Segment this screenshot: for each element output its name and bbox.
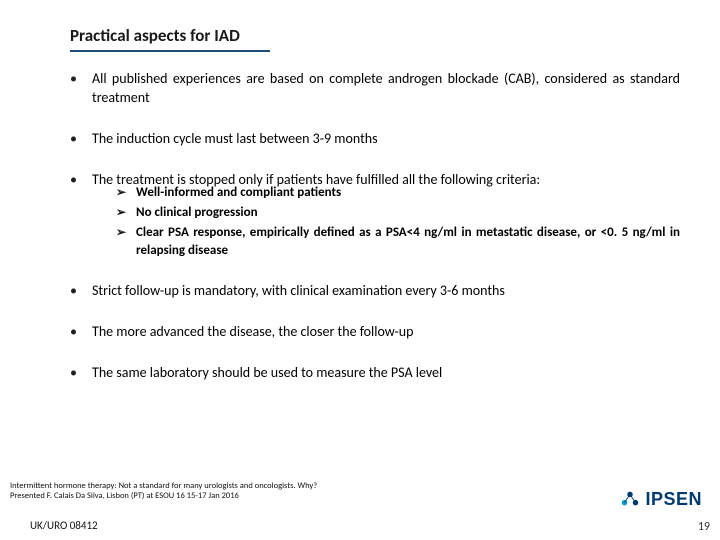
slide-title: Practical aspects for IAD <box>70 25 240 46</box>
bullet-text: Strict follow-up is mandatory, with clin… <box>92 282 680 301</box>
arrow-icon <box>116 184 136 202</box>
bullet-text: The same laboratory should be used to me… <box>92 364 680 383</box>
bullet-item: The induction cycle must last between 3-… <box>70 130 680 149</box>
sub-item: Clear PSA response, empirically defined … <box>116 224 680 260</box>
bullet-dot-icon <box>70 171 92 190</box>
company-logo: IPSEN <box>619 488 702 510</box>
content-area: All published experiences are based on c… <box>70 70 680 405</box>
bullet-text: The induction cycle must last between 3-… <box>92 130 680 149</box>
sub-item: Well-informed and compliant patients <box>116 184 680 202</box>
bullet-dot-icon <box>70 282 92 301</box>
sub-list: Well-informed and compliant patients No … <box>116 184 680 261</box>
bullet-dot-icon <box>70 323 92 342</box>
page-number: 19 <box>698 520 710 534</box>
bullet-text: All published experiences are based on c… <box>92 70 680 108</box>
sub-text: No clinical progression <box>136 204 680 222</box>
footer-citation: Intermittent hormone therapy: Not a stan… <box>10 481 317 502</box>
title-underline <box>70 50 270 52</box>
bullet-item: Strict follow-up is mandatory, with clin… <box>70 282 680 301</box>
bullet-dot-icon <box>70 364 92 383</box>
sub-text: Well-informed and compliant patients <box>136 184 680 202</box>
footer-line: Presented F. Calais Da Silva, Lisbon (PT… <box>10 491 317 502</box>
arrow-icon <box>116 204 136 222</box>
logo-text: IPSEN <box>645 489 702 510</box>
bullet-item: The more advanced the disease, the close… <box>70 323 680 342</box>
bullet-text: The more advanced the disease, the close… <box>92 323 680 342</box>
bullet-dot-icon <box>70 70 92 108</box>
bullet-item: All published experiences are based on c… <box>70 70 680 108</box>
bullet-item: The same laboratory should be used to me… <box>70 364 680 383</box>
arrow-icon <box>116 224 136 260</box>
sub-item: No clinical progression <box>116 204 680 222</box>
footer-line: Intermittent hormone therapy: Not a stan… <box>10 481 317 492</box>
sub-text: Clear PSA response, empirically defined … <box>136 224 680 260</box>
reference-code: UK/URO 08412 <box>30 519 98 532</box>
bullet-dot-icon <box>70 130 92 149</box>
logo-mark-icon <box>619 488 641 510</box>
